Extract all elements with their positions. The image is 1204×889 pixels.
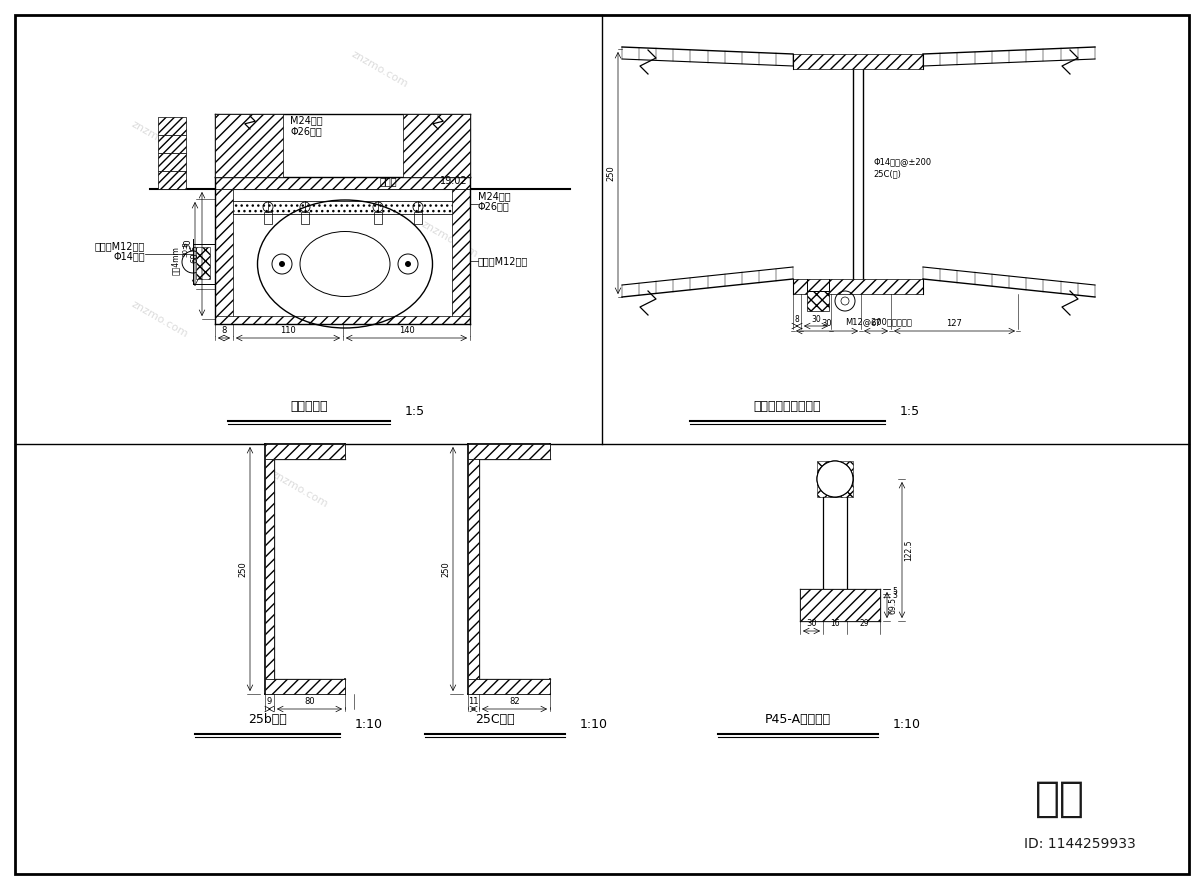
Text: 30: 30 (821, 319, 832, 328)
Text: 82: 82 (509, 697, 520, 706)
Text: 16: 16 (831, 619, 840, 628)
Text: 250: 250 (238, 561, 247, 577)
Text: 知末: 知末 (1035, 778, 1085, 820)
Bar (264, 212, 272, 224)
Text: 顶压4mm: 顶压4mm (171, 246, 179, 276)
Circle shape (279, 261, 285, 267)
Bar (216, 177, 470, 189)
Bar (301, 212, 309, 224)
Text: 30: 30 (807, 619, 816, 628)
Text: 3: 3 (892, 591, 897, 600)
Bar (265, 459, 275, 679)
Text: 19.02: 19.02 (439, 176, 467, 186)
Text: 80: 80 (305, 697, 314, 706)
Bar (468, 679, 550, 694)
Text: 9: 9 (267, 697, 272, 706)
Bar (468, 459, 479, 679)
Text: M24螺栋: M24螺栋 (290, 115, 323, 125)
Bar (158, 153, 185, 171)
Text: 8: 8 (222, 326, 226, 335)
Bar (799, 589, 880, 621)
Bar (403, 114, 470, 177)
Text: 25C槽锂: 25C槽锂 (476, 713, 515, 726)
Bar (818, 461, 852, 497)
Text: znzmo.com: znzmo.com (350, 49, 411, 89)
Text: 1:10: 1:10 (355, 718, 383, 731)
Text: 8: 8 (795, 315, 799, 324)
Text: 69.5: 69.5 (889, 597, 898, 613)
Text: 29: 29 (860, 619, 869, 628)
Text: Φ26孔眼: Φ26孔眼 (290, 126, 321, 136)
Bar (452, 189, 470, 319)
Text: 11: 11 (468, 697, 479, 706)
Text: M12@200不锈锂螺栋: M12@200不锈锂螺栋 (845, 317, 911, 326)
Circle shape (405, 261, 411, 267)
Text: ID: 1144259933: ID: 1144259933 (1025, 837, 1135, 851)
Bar (265, 679, 346, 694)
Text: 30: 30 (183, 238, 191, 249)
Text: 25b槽锂: 25b槽锂 (248, 713, 287, 726)
Text: 地面高: 地面高 (380, 176, 397, 186)
Bar (807, 291, 830, 311)
Text: 68.5: 68.5 (190, 244, 199, 263)
Bar (414, 212, 421, 224)
Text: 1:5: 1:5 (901, 405, 920, 418)
Text: 1:10: 1:10 (580, 718, 608, 731)
Text: Φ26螺孔: Φ26螺孔 (478, 201, 509, 211)
Bar (196, 247, 209, 279)
Bar (793, 279, 923, 294)
Bar (158, 171, 185, 189)
Text: 250: 250 (606, 165, 615, 180)
Text: 140: 140 (399, 326, 414, 335)
Text: Φ14螺孔: Φ14螺孔 (113, 251, 144, 261)
Circle shape (818, 461, 852, 497)
Text: 30: 30 (811, 315, 821, 324)
Text: 122.5: 122.5 (904, 540, 913, 561)
Text: 30.8: 30.8 (182, 241, 188, 257)
Text: 110: 110 (281, 326, 296, 335)
Text: 5: 5 (892, 587, 897, 596)
Bar (158, 117, 185, 135)
Text: 67: 67 (870, 319, 881, 328)
Text: znzmo.com: znzmo.com (130, 299, 190, 340)
Text: 不锈锂M12螺栋: 不锈锂M12螺栋 (95, 241, 144, 251)
Text: 闸门闭合口止水详图: 闸门闭合口止水详图 (754, 400, 821, 413)
Text: M24螺栋: M24螺栋 (478, 191, 510, 201)
Circle shape (818, 461, 852, 497)
Bar (158, 135, 185, 153)
Bar (216, 316, 470, 324)
Text: znzmo.com: znzmo.com (270, 469, 330, 509)
Bar (265, 444, 346, 459)
Text: 底止水详图: 底止水详图 (290, 400, 327, 413)
Bar (216, 189, 234, 319)
Text: 1:10: 1:10 (893, 718, 921, 731)
Text: znzmo.com: znzmo.com (130, 119, 190, 159)
Text: 25C(横): 25C(横) (873, 169, 901, 178)
Text: P45-A止水橡皮: P45-A止水橡皮 (765, 713, 831, 726)
Bar (374, 212, 382, 224)
Text: 不锈锂M12螺栋: 不锈锂M12螺栋 (478, 256, 529, 266)
Bar (793, 54, 923, 69)
Text: znzmo.com: znzmo.com (420, 219, 480, 260)
Bar (468, 444, 550, 459)
Text: 250: 250 (441, 561, 450, 577)
Text: 127: 127 (946, 319, 962, 328)
Bar (234, 201, 452, 214)
Bar (216, 114, 283, 177)
Text: Φ14孔眼@±200: Φ14孔眼@±200 (873, 157, 931, 166)
Text: 1:5: 1:5 (405, 405, 425, 418)
